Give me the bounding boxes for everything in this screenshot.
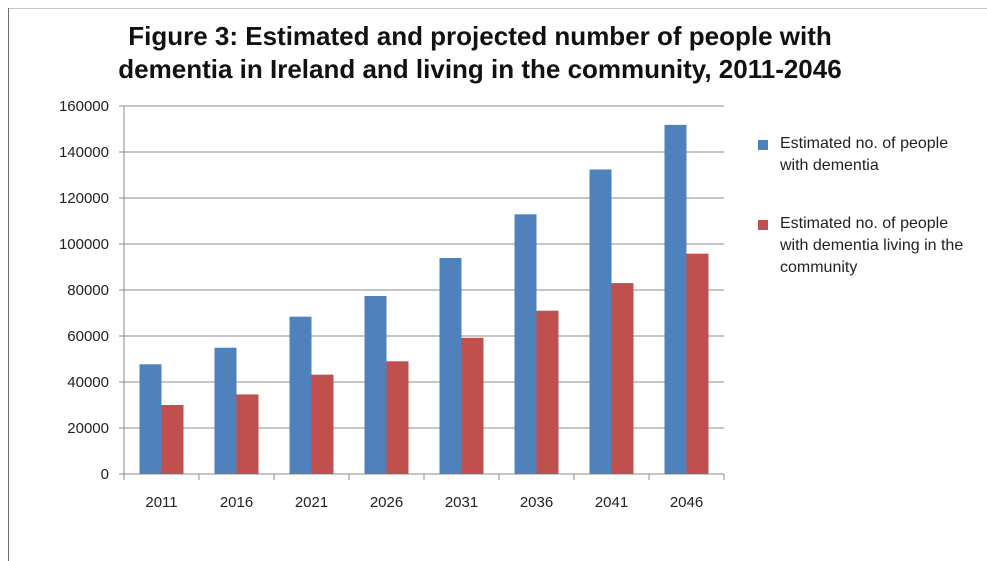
chart-legend: Estimated no. of people with dementia Es… (758, 133, 980, 279)
bar-series-1-2016 (236, 394, 259, 474)
bar-series-1-2031 (461, 337, 484, 474)
bar-series-0-2046 (664, 124, 687, 475)
bar-series-1-2046 (686, 253, 709, 474)
y-tick-label-2: 40000 (67, 374, 109, 391)
legend-item-community: Estimated no. of people with dementia li… (758, 213, 980, 279)
x-tick-label-2021: 2021 (295, 494, 328, 511)
x-tick-label-2011: 2011 (145, 494, 177, 511)
chart-frame-left (8, 8, 9, 561)
chart-frame-top (8, 8, 987, 9)
bar-series-0-2016 (214, 347, 237, 474)
x-tick-label-2026: 2026 (370, 494, 403, 511)
y-tick-label-5: 100000 (59, 236, 109, 253)
x-tick-label-2041: 2041 (595, 494, 628, 511)
y-tick-label-7: 140000 (59, 144, 109, 161)
bar-series-0-2021 (289, 316, 312, 474)
y-tick-label-0: 0 (101, 466, 109, 483)
bar-series-0-2031 (439, 258, 462, 474)
y-tick-label-8: 160000 (59, 98, 109, 115)
legend-swatch-community (758, 220, 768, 230)
x-tick-label-2036: 2036 (520, 494, 553, 511)
x-tick-label-2046: 2046 (670, 494, 703, 511)
bar-series-0-2011 (139, 364, 162, 474)
legend-label-community: Estimated no. of people with dementia li… (780, 215, 964, 276)
bar-series-1-2021 (311, 374, 334, 474)
legend-item-estimated: Estimated no. of people with dementia (758, 133, 980, 177)
bar-series-0-2036 (514, 214, 537, 474)
y-tick-label-1: 20000 (67, 420, 109, 437)
bar-series-1-2036 (536, 310, 559, 474)
bar-series-1-2011 (161, 405, 184, 474)
x-tick-label-2031: 2031 (445, 494, 478, 511)
legend-label-estimated: Estimated no. of people with dementia (780, 135, 949, 174)
x-tick-label-2016: 2016 (220, 494, 253, 511)
y-tick-label-3: 60000 (67, 328, 109, 345)
bar-series-1-2026 (386, 361, 409, 474)
bar-series-0-2026 (364, 295, 387, 474)
chart-title-line-1: Figure 3: Estimated and projected number… (128, 21, 832, 51)
chart-title: Figure 3: Estimated and projected number… (40, 20, 920, 86)
bar-series-1-2041 (611, 283, 634, 474)
y-tick-label-4: 80000 (67, 282, 109, 299)
legend-swatch-estimated (758, 140, 768, 150)
bar-series-0-2041 (589, 169, 612, 475)
y-tick-label-6: 120000 (59, 190, 109, 207)
chart-title-line-2: dementia in Ireland and living in the co… (118, 54, 842, 84)
